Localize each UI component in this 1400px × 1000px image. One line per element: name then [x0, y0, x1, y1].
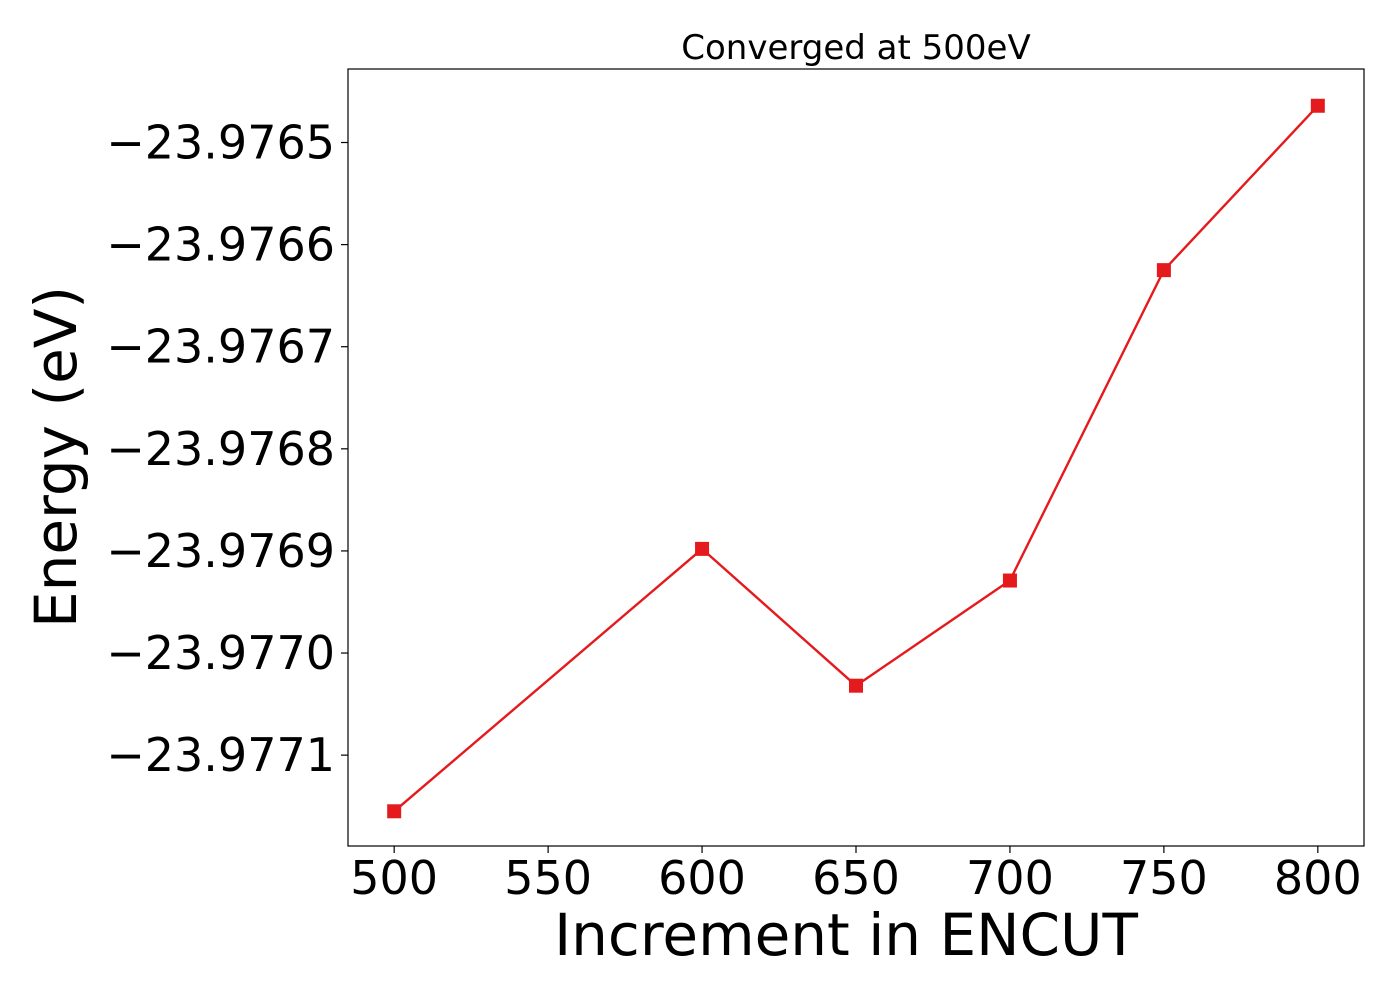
axes-frame — [347, 68, 1365, 847]
y-tick-label: −23.9767 — [106, 320, 335, 374]
y-tick-label: −23.9768 — [106, 422, 335, 476]
x-axis-label: Increment in ENCUT — [554, 901, 1138, 969]
x-tick-label: 600 — [658, 851, 746, 905]
y-tick-label: −23.9770 — [106, 626, 335, 680]
y-axis-label: Energy (eV) — [22, 286, 90, 628]
x-tick-label: 650 — [812, 851, 900, 905]
data-point-marker — [1156, 263, 1171, 278]
y-tick-label: −23.9766 — [106, 218, 335, 272]
data-point-marker — [387, 804, 402, 819]
y-tick-label: −23.9765 — [106, 116, 335, 170]
data-point-marker — [849, 678, 863, 693]
x-tick-label: 750 — [1120, 851, 1208, 905]
x-tick-label: 550 — [504, 851, 592, 905]
x-tick-label: 500 — [350, 851, 438, 905]
data-point-marker — [1002, 573, 1017, 588]
data-point-marker — [695, 541, 710, 556]
y-tick-label: −23.9771 — [106, 728, 335, 782]
x-axis-ticks: 500 550 600 650 700 750 800 — [350, 846, 1362, 905]
x-tick-label: 800 — [1274, 851, 1362, 905]
data-point-marker — [1310, 98, 1325, 113]
y-tick-label: −23.9769 — [106, 524, 335, 578]
x-tick-label: 700 — [966, 851, 1054, 905]
plot-area — [387, 98, 1325, 819]
y-axis-ticks: −23.9765 −23.9766 −23.9767 −23.9768 −23.9769… — [106, 116, 348, 782]
series-line — [393, 104, 1319, 813]
chart-title: Converged at 500eV — [681, 28, 1030, 68]
